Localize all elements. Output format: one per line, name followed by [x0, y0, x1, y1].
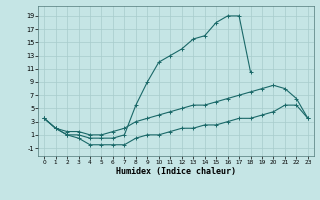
- X-axis label: Humidex (Indice chaleur): Humidex (Indice chaleur): [116, 167, 236, 176]
